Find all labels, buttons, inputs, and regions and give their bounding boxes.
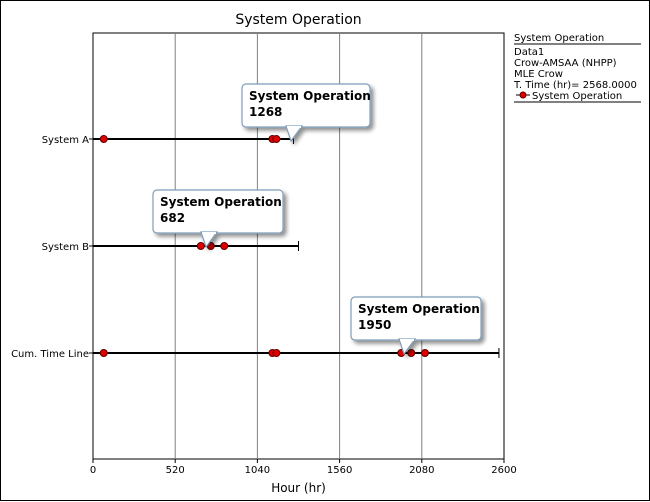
legend-info-line: Data1 bbox=[514, 47, 544, 58]
legend-info-line: MLE Crow bbox=[514, 69, 563, 80]
callout-value: 1268 bbox=[249, 105, 282, 119]
callout-annotation bbox=[152, 189, 284, 249]
legend-series-marker bbox=[519, 91, 527, 99]
x-tick-label: 1040 bbox=[245, 465, 270, 476]
callout-title: System Operation bbox=[160, 195, 282, 209]
callout-annotation bbox=[350, 296, 482, 356]
callout-annotation bbox=[241, 83, 371, 143]
callout-value: 682 bbox=[160, 211, 185, 225]
legend-series-label: System Operation bbox=[532, 91, 622, 102]
x-tick-label: 0 bbox=[90, 465, 96, 476]
callout-box bbox=[152, 189, 284, 234]
callout-title: System Operation bbox=[358, 302, 480, 316]
failure-point bbox=[196, 242, 205, 250]
failure-point bbox=[420, 349, 429, 357]
callout-title: System Operation bbox=[249, 89, 371, 103]
failure-point bbox=[220, 242, 229, 250]
legend-info-line: T. Time (hr)= 2568.0000 bbox=[513, 80, 637, 91]
y-category-label: Cum. Time Line bbox=[11, 349, 89, 360]
callout-box bbox=[241, 83, 371, 128]
failure-point bbox=[99, 349, 108, 357]
callout-value: 1950 bbox=[358, 318, 391, 332]
x-tick-label: 2600 bbox=[491, 465, 516, 476]
y-category-label: System B bbox=[42, 242, 89, 253]
failure-point bbox=[407, 349, 416, 357]
chart-title: System Operation bbox=[235, 12, 361, 28]
legend-info-line: Crow-AMSAA (NHPP) bbox=[514, 58, 617, 69]
failure-point bbox=[272, 135, 281, 143]
x-tick-label: 520 bbox=[166, 465, 185, 476]
failure-point bbox=[99, 135, 108, 143]
x-tick-label: 1560 bbox=[327, 465, 352, 476]
failure-point bbox=[272, 349, 281, 357]
y-category-label: System A bbox=[42, 135, 89, 146]
x-tick-label: 2080 bbox=[409, 465, 434, 476]
legend-title: System Operation bbox=[514, 33, 604, 44]
x-axis-label: Hour (hr) bbox=[271, 481, 326, 495]
callout-box bbox=[350, 296, 482, 341]
